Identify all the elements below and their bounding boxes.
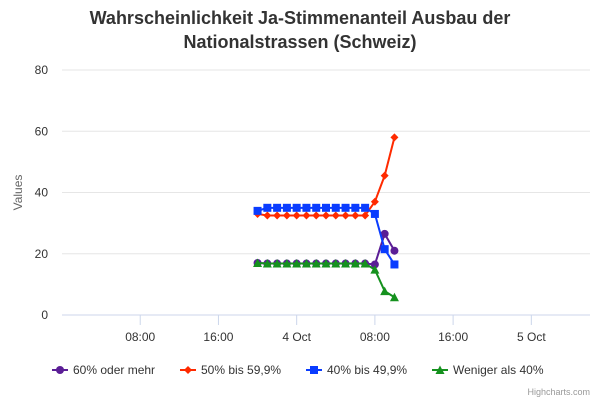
legend-item[interactable]: 60% oder mehr xyxy=(52,363,155,377)
data-point[interactable] xyxy=(370,260,379,269)
data-point[interactable] xyxy=(282,211,291,220)
data-point[interactable] xyxy=(292,203,301,212)
legend-item[interactable]: Weniger als 40% xyxy=(432,363,544,377)
y-tick-label: 20 xyxy=(35,247,49,261)
data-point[interactable] xyxy=(273,203,282,212)
legend-label: 60% oder mehr xyxy=(73,363,155,377)
y-tick-label: 0 xyxy=(41,308,48,322)
legend-label: 40% bis 49,9% xyxy=(327,363,407,377)
data-point[interactable] xyxy=(350,259,360,268)
y-tick-label: 40 xyxy=(35,186,49,200)
data-point[interactable] xyxy=(273,211,282,220)
x-tick-label: 08:00 xyxy=(360,330,390,344)
data-point[interactable] xyxy=(361,211,370,220)
data-point[interactable] xyxy=(390,260,399,269)
y-tick-label: 60 xyxy=(35,124,49,138)
credits-link[interactable]: Highcharts.com xyxy=(527,387,590,397)
legend-item[interactable]: 50% bis 59,9% xyxy=(180,363,281,377)
data-point[interactable] xyxy=(312,203,321,212)
series-layer xyxy=(253,133,399,302)
grid-lines xyxy=(62,69,590,255)
legend-label: 50% bis 59,9% xyxy=(201,363,281,377)
data-point[interactable] xyxy=(262,259,272,268)
data-point[interactable] xyxy=(389,292,399,302)
x-tick-label: 16:00 xyxy=(203,330,233,344)
chart-title-line-2: Nationalstrassen (Schweiz) xyxy=(183,32,416,52)
data-point[interactable] xyxy=(282,203,291,212)
data-point[interactable] xyxy=(282,259,292,268)
legend-marker xyxy=(435,365,445,374)
data-point[interactable] xyxy=(322,211,330,220)
chart-title-line-1: Wahrscheinlichkeit Ja-Stimmenanteil Ausb… xyxy=(90,8,511,28)
data-point[interactable] xyxy=(272,259,282,268)
data-point[interactable] xyxy=(341,211,350,220)
data-point[interactable] xyxy=(322,203,330,212)
legend-item[interactable]: 40% bis 49,9% xyxy=(306,363,407,377)
legend-marker xyxy=(310,366,318,374)
data-point[interactable] xyxy=(380,245,389,254)
y-axis-ticks: 0 20 40 60 80 xyxy=(35,63,49,322)
data-point[interactable] xyxy=(292,259,302,268)
y-axis-title: Values xyxy=(11,175,25,211)
x-axis: 08:00 16:00 4 Oct 08:00 16:00 5 Oct xyxy=(62,314,590,344)
data-point[interactable] xyxy=(263,203,272,212)
series-3 xyxy=(253,203,399,269)
data-point[interactable] xyxy=(331,203,340,212)
data-point[interactable] xyxy=(321,259,331,268)
data-point[interactable] xyxy=(301,259,311,268)
data-point[interactable] xyxy=(292,211,301,220)
data-point[interactable] xyxy=(311,259,321,268)
data-point[interactable] xyxy=(370,197,379,206)
data-point[interactable] xyxy=(390,246,399,255)
data-point[interactable] xyxy=(302,211,311,220)
data-point[interactable] xyxy=(253,258,263,267)
y-tick-label: 80 xyxy=(35,63,49,77)
legend-marker xyxy=(56,366,64,374)
legend-label: Weniger als 40% xyxy=(453,363,544,377)
x-tick-label: 5 Oct xyxy=(517,330,546,344)
x-tick-label: 4 Oct xyxy=(282,330,311,344)
data-point[interactable] xyxy=(370,265,380,274)
data-point[interactable] xyxy=(370,209,379,218)
data-point[interactable] xyxy=(331,259,341,268)
data-point[interactable] xyxy=(390,133,399,142)
data-point[interactable] xyxy=(263,211,272,220)
series-2 xyxy=(253,133,399,220)
x-tick-label: 16:00 xyxy=(438,330,468,344)
data-point[interactable] xyxy=(360,259,370,268)
data-point[interactable] xyxy=(302,203,311,212)
data-point[interactable] xyxy=(380,229,389,238)
data-point[interactable] xyxy=(351,211,360,220)
data-point[interactable] xyxy=(351,203,360,212)
data-point[interactable] xyxy=(341,259,351,268)
data-point[interactable] xyxy=(380,171,389,180)
legend-marker xyxy=(184,366,192,374)
data-point[interactable] xyxy=(253,206,262,215)
series-4 xyxy=(253,258,399,302)
data-point[interactable] xyxy=(331,211,340,220)
x-tick-label: 08:00 xyxy=(125,330,155,344)
data-point[interactable] xyxy=(312,211,321,220)
data-point[interactable] xyxy=(361,203,370,212)
data-point[interactable] xyxy=(341,203,350,212)
data-point[interactable] xyxy=(380,286,390,296)
legend: 60% oder mehr 50% bis 59,9% 40% bis 49,9% W… xyxy=(52,363,544,377)
